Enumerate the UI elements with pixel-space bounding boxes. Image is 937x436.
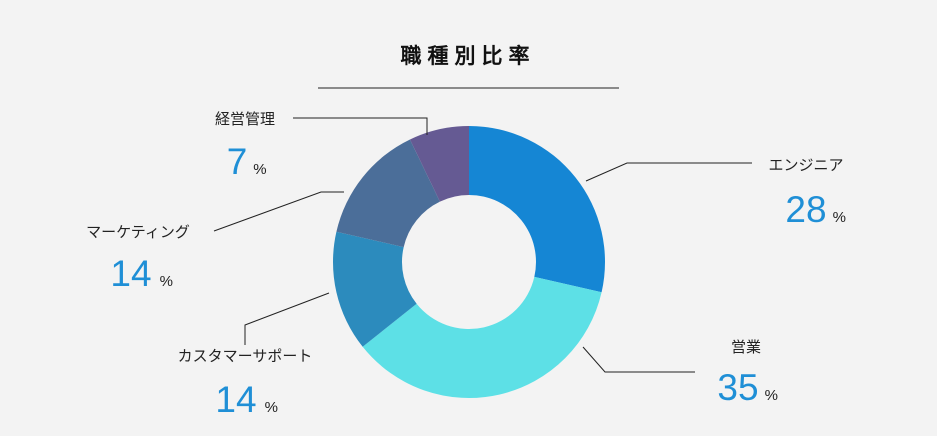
unit-customer-support: % xyxy=(265,399,278,416)
slice-management xyxy=(409,126,469,202)
unit-sales: % xyxy=(765,387,778,404)
leader-line-marketing xyxy=(213,191,344,232)
leader-line-customer-support xyxy=(244,292,330,345)
slice-labels: エンジニア 28 % 営業 35 % カスタマーサポート 14 % マーケティング 14 % 経営管… xyxy=(86,110,846,420)
leader-line-engineer xyxy=(585,162,752,182)
label-sales: 営業 xyxy=(731,338,761,356)
slice-sales xyxy=(362,276,602,399)
value-management: 7 xyxy=(227,141,248,182)
slice-marketing xyxy=(336,139,440,248)
unit-marketing: % xyxy=(160,273,173,290)
leader-lines xyxy=(213,117,752,373)
label-engineer: エンジニア xyxy=(768,156,843,174)
slice-engineer xyxy=(469,126,605,293)
chart-title: 職種別比率 xyxy=(401,44,536,68)
unit-engineer: % xyxy=(833,209,846,226)
value-marketing: 14 xyxy=(110,253,151,294)
label-customer-support: カスタマーサポート xyxy=(178,347,313,365)
leader-line-management xyxy=(293,117,428,135)
unit-management: % xyxy=(253,161,266,178)
value-sales: 35 xyxy=(717,367,758,408)
value-customer-support: 14 xyxy=(215,379,256,420)
donut-slices xyxy=(332,126,605,399)
label-marketing: マーケティング xyxy=(86,223,190,241)
slice-customer-support xyxy=(332,231,417,347)
leader-line-sales xyxy=(582,346,695,373)
label-management: 経営管理 xyxy=(215,110,275,128)
value-engineer: 28 xyxy=(785,189,826,230)
